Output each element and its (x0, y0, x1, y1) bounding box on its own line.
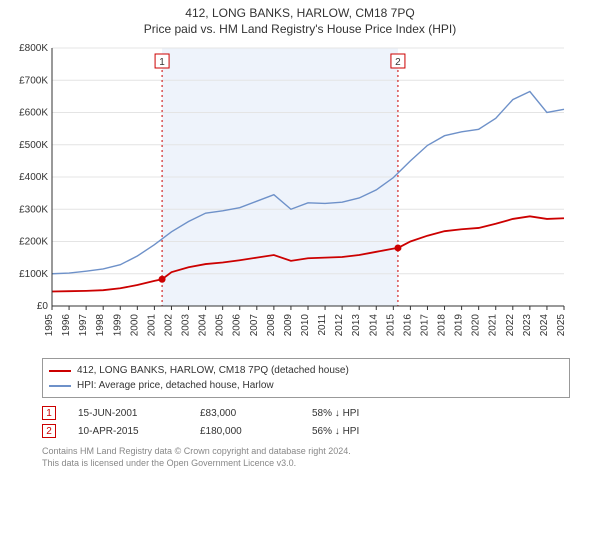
legend-row: 412, LONG BANKS, HARLOW, CM18 7PQ (detac… (49, 363, 563, 378)
svg-text:1998: 1998 (95, 314, 106, 337)
svg-text:2003: 2003 (181, 314, 192, 337)
line-chart: £0 £100K £200K £300K £400K £500K £600K £700K £80… (10, 42, 570, 352)
legend-label: HPI: Average price, detached house, Harl… (77, 378, 274, 393)
svg-text:£600K: £600K (19, 108, 48, 119)
event-price: £180,000 (200, 426, 290, 437)
svg-text:2010: 2010 (300, 314, 311, 337)
svg-text:2023: 2023 (522, 314, 533, 337)
svg-text:2025: 2025 (556, 314, 567, 337)
svg-text:£300K: £300K (19, 204, 48, 215)
legend: 412, LONG BANKS, HARLOW, CM18 7PQ (detac… (42, 358, 570, 398)
event-date: 10-APR-2015 (78, 426, 178, 437)
svg-text:£100K: £100K (19, 269, 48, 280)
svg-text:2000: 2000 (129, 314, 140, 337)
legend-swatch (49, 370, 71, 372)
svg-text:2021: 2021 (488, 314, 499, 337)
svg-text:£200K: £200K (19, 237, 48, 248)
svg-text:2013: 2013 (351, 314, 362, 337)
svg-text:2005: 2005 (215, 314, 226, 337)
footer-line: Contains HM Land Registry data © Crown c… (42, 446, 570, 458)
event-marker: 1 (42, 406, 56, 420)
legend-swatch (49, 385, 71, 387)
events-table: 1 15-JUN-2001 £83,000 58% ↓ HPI 2 10-APR-2015… (42, 404, 570, 440)
page-title: 412, LONG BANKS, HARLOW, CM18 7PQ (0, 0, 600, 20)
svg-text:2009: 2009 (283, 314, 294, 337)
svg-text:2014: 2014 (368, 314, 379, 337)
legend-label: 412, LONG BANKS, HARLOW, CM18 7PQ (detac… (77, 363, 349, 378)
event-delta: 58% ↓ HPI (312, 408, 412, 419)
attribution-footer: Contains HM Land Registry data © Crown c… (42, 446, 570, 469)
chart-area: £0 £100K £200K £300K £400K £500K £600K £700K £80… (10, 42, 580, 352)
svg-text:2004: 2004 (198, 314, 209, 337)
legend-row: HPI: Average price, detached house, Harl… (49, 378, 563, 393)
svg-text:2: 2 (395, 57, 401, 68)
svg-text:2020: 2020 (471, 314, 482, 337)
svg-text:2011: 2011 (317, 314, 328, 336)
svg-text:2015: 2015 (385, 314, 396, 337)
svg-text:2016: 2016 (402, 314, 413, 337)
svg-text:2008: 2008 (266, 314, 277, 337)
svg-text:1997: 1997 (78, 314, 89, 337)
svg-text:2024: 2024 (539, 314, 550, 337)
svg-text:£500K: £500K (19, 140, 48, 151)
svg-text:2006: 2006 (232, 314, 243, 337)
event-price: £83,000 (200, 408, 290, 419)
footer-line: This data is licensed under the Open Gov… (42, 458, 570, 470)
svg-text:£800K: £800K (19, 43, 48, 54)
svg-text:2019: 2019 (454, 314, 465, 337)
svg-text:2001: 2001 (146, 314, 157, 337)
event-marker: 2 (42, 424, 56, 438)
event-row: 2 10-APR-2015 £180,000 56% ↓ HPI (42, 422, 570, 440)
svg-text:1999: 1999 (112, 314, 123, 337)
page-subtitle: Price paid vs. HM Land Registry's House … (0, 20, 600, 42)
svg-text:£700K: £700K (19, 75, 48, 86)
event-row: 1 15-JUN-2001 £83,000 58% ↓ HPI (42, 404, 570, 422)
svg-text:1996: 1996 (61, 314, 72, 337)
svg-text:2017: 2017 (419, 314, 430, 337)
svg-text:£400K: £400K (19, 172, 48, 183)
svg-text:1: 1 (159, 57, 165, 68)
svg-text:2018: 2018 (437, 314, 448, 337)
svg-text:2012: 2012 (334, 314, 345, 337)
event-delta: 56% ↓ HPI (312, 426, 412, 437)
svg-text:2022: 2022 (505, 314, 516, 337)
svg-text:1995: 1995 (44, 314, 55, 337)
svg-text:2007: 2007 (249, 314, 260, 337)
svg-text:2002: 2002 (163, 314, 174, 337)
svg-text:£0: £0 (37, 301, 49, 312)
event-date: 15-JUN-2001 (78, 408, 178, 419)
